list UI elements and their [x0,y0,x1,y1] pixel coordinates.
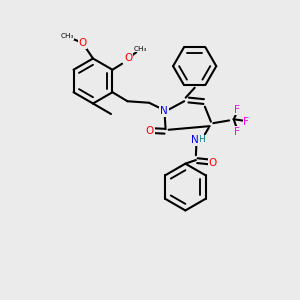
Text: O: O [208,158,217,168]
Text: O: O [124,53,132,63]
Text: H: H [199,135,205,144]
Text: F: F [243,117,249,127]
Text: N: N [160,106,168,116]
Text: N: N [191,135,199,145]
Text: O: O [78,38,87,48]
Text: F: F [234,127,240,137]
Text: CH₃: CH₃ [60,33,74,39]
Text: F: F [234,105,240,115]
Text: O: O [146,126,154,136]
Text: CH₃: CH₃ [134,46,147,52]
